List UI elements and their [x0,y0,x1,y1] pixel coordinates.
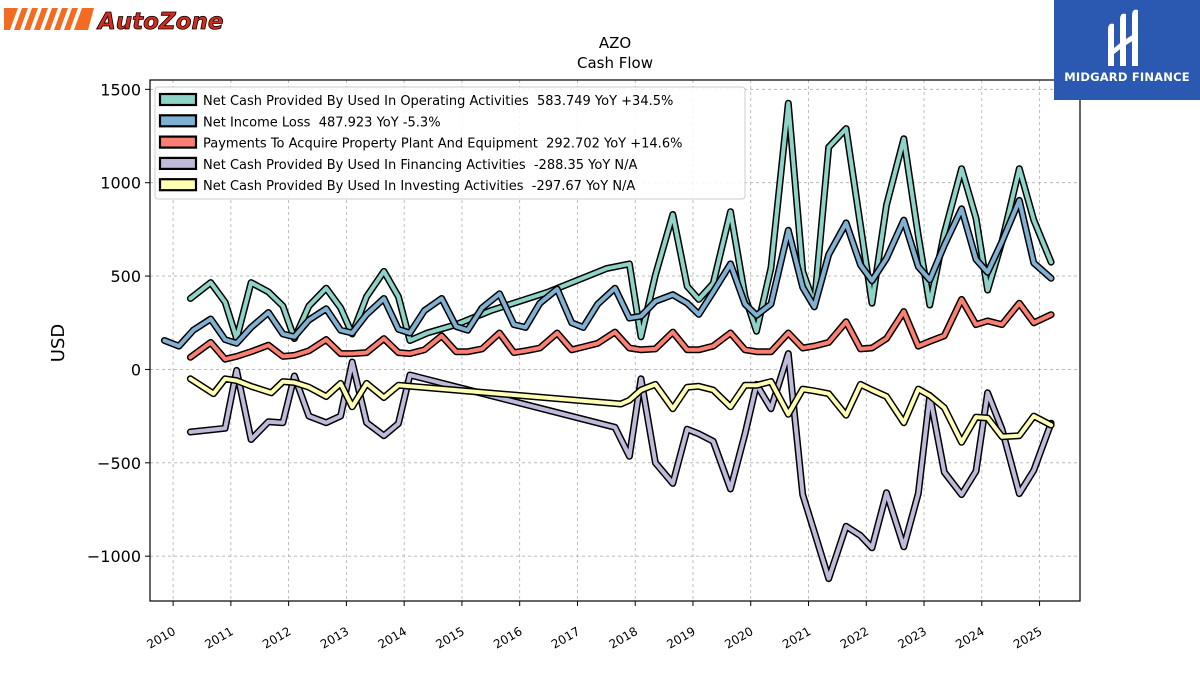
autozone-logo: AutoZone [4,4,232,35]
y-tick-label: 500 [110,267,141,286]
x-tick-label: 2010 [145,624,178,651]
legend-item: Net Cash Provided By Used In Operating A… [158,92,673,109]
x-tick-label: 2018 [607,624,640,651]
chart-title: AZO [599,34,631,52]
legend-item: Payments To Acquire Property Plant And E… [158,135,682,152]
legend-label: Net Cash Provided By Used In Operating A… [203,94,673,109]
legend: Net Cash Provided By Used In Operating A… [154,86,746,200]
legend-item: Net Cash Provided By Used In Investing A… [158,178,635,194]
series-stroke [188,297,1054,362]
x-tick-label: 2025 [1011,624,1044,651]
legend-label: Net Cash Provided By Used In Investing A… [203,179,635,194]
legend-swatch [158,156,198,170]
midgard-finance-logo: MIDGARD FINANCE [1054,0,1200,100]
legend-swatch [158,92,198,107]
series-line-2 [160,196,1055,350]
x-tick-label: 2015 [433,624,466,651]
x-tick-label: 2011 [202,624,235,651]
series-outline [186,295,1055,363]
x-tick-label: 2013 [318,624,351,651]
legend-item: Net Income Loss 487.923 YoY -5.3% [158,114,441,130]
autozone-logo-text: AutoZone [96,9,223,34]
series-line-1 [186,99,1055,344]
x-tick-label: 2019 [664,624,697,651]
legend-swatch [158,178,198,192]
midgard-finance-text: MIDGARD FINANCE [1064,70,1190,84]
x-tick-label: 2020 [722,624,755,651]
legend-swatch [158,135,198,149]
legend-swatch [158,114,198,128]
y-tick-label: 1000 [100,174,141,193]
legend-label: Net Income Loss 487.923 YoY -5.3% [203,115,441,130]
x-tick-label: 2016 [491,624,524,651]
x-tick-label: 2024 [953,624,986,651]
series-lines [160,99,1055,583]
legend-label: Net Cash Provided By Used In Financing A… [203,158,638,173]
legend-item: Net Cash Provided By Used In Financing A… [158,156,638,173]
x-tick-label: 2014 [376,624,409,651]
x-tick-label: 2023 [895,624,928,651]
legend-label: Payments To Acquire Property Plant And E… [203,137,682,152]
series-line-5 [186,375,1055,446]
series-stroke [188,376,1054,445]
midgard-mark-icon [1108,9,1138,67]
y-tick-label: −1000 [87,547,141,566]
series-stroke [188,351,1054,581]
y-tick-label: 0 [131,360,141,379]
plot-frame [149,79,1081,602]
x-tick-label: 2021 [780,624,813,651]
series-stroke [162,198,1054,349]
x-axis-ticks: 2010 2011 2012 2013 2014 2015 2016 2017 2018 2019… [145,601,1044,652]
x-tick-label: 2012 [260,624,293,651]
y-tick-label: −500 [97,454,141,473]
y-axis-label: USD [48,324,69,362]
y-tick-label: 1500 [100,80,141,99]
series-stroke [188,101,1054,343]
chart-subtitle: Cash Flow [577,54,653,72]
y-axis-ticks: −1000 −500 0 500 1000 1500 [87,80,150,566]
x-tick-label: 2017 [549,624,582,651]
series-line-3 [186,295,1055,363]
x-tick-label: 2022 [838,624,871,651]
series-line-4 [186,350,1055,583]
